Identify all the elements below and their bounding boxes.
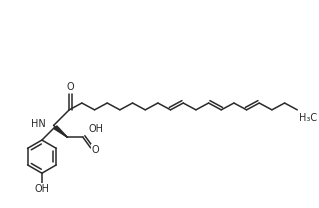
Text: OH: OH: [34, 184, 49, 194]
Polygon shape: [54, 126, 67, 137]
Text: O: O: [92, 145, 99, 155]
Text: H₃C: H₃C: [299, 113, 317, 123]
Text: HN: HN: [31, 119, 46, 129]
Text: OH: OH: [89, 124, 104, 134]
Text: O: O: [66, 82, 74, 92]
